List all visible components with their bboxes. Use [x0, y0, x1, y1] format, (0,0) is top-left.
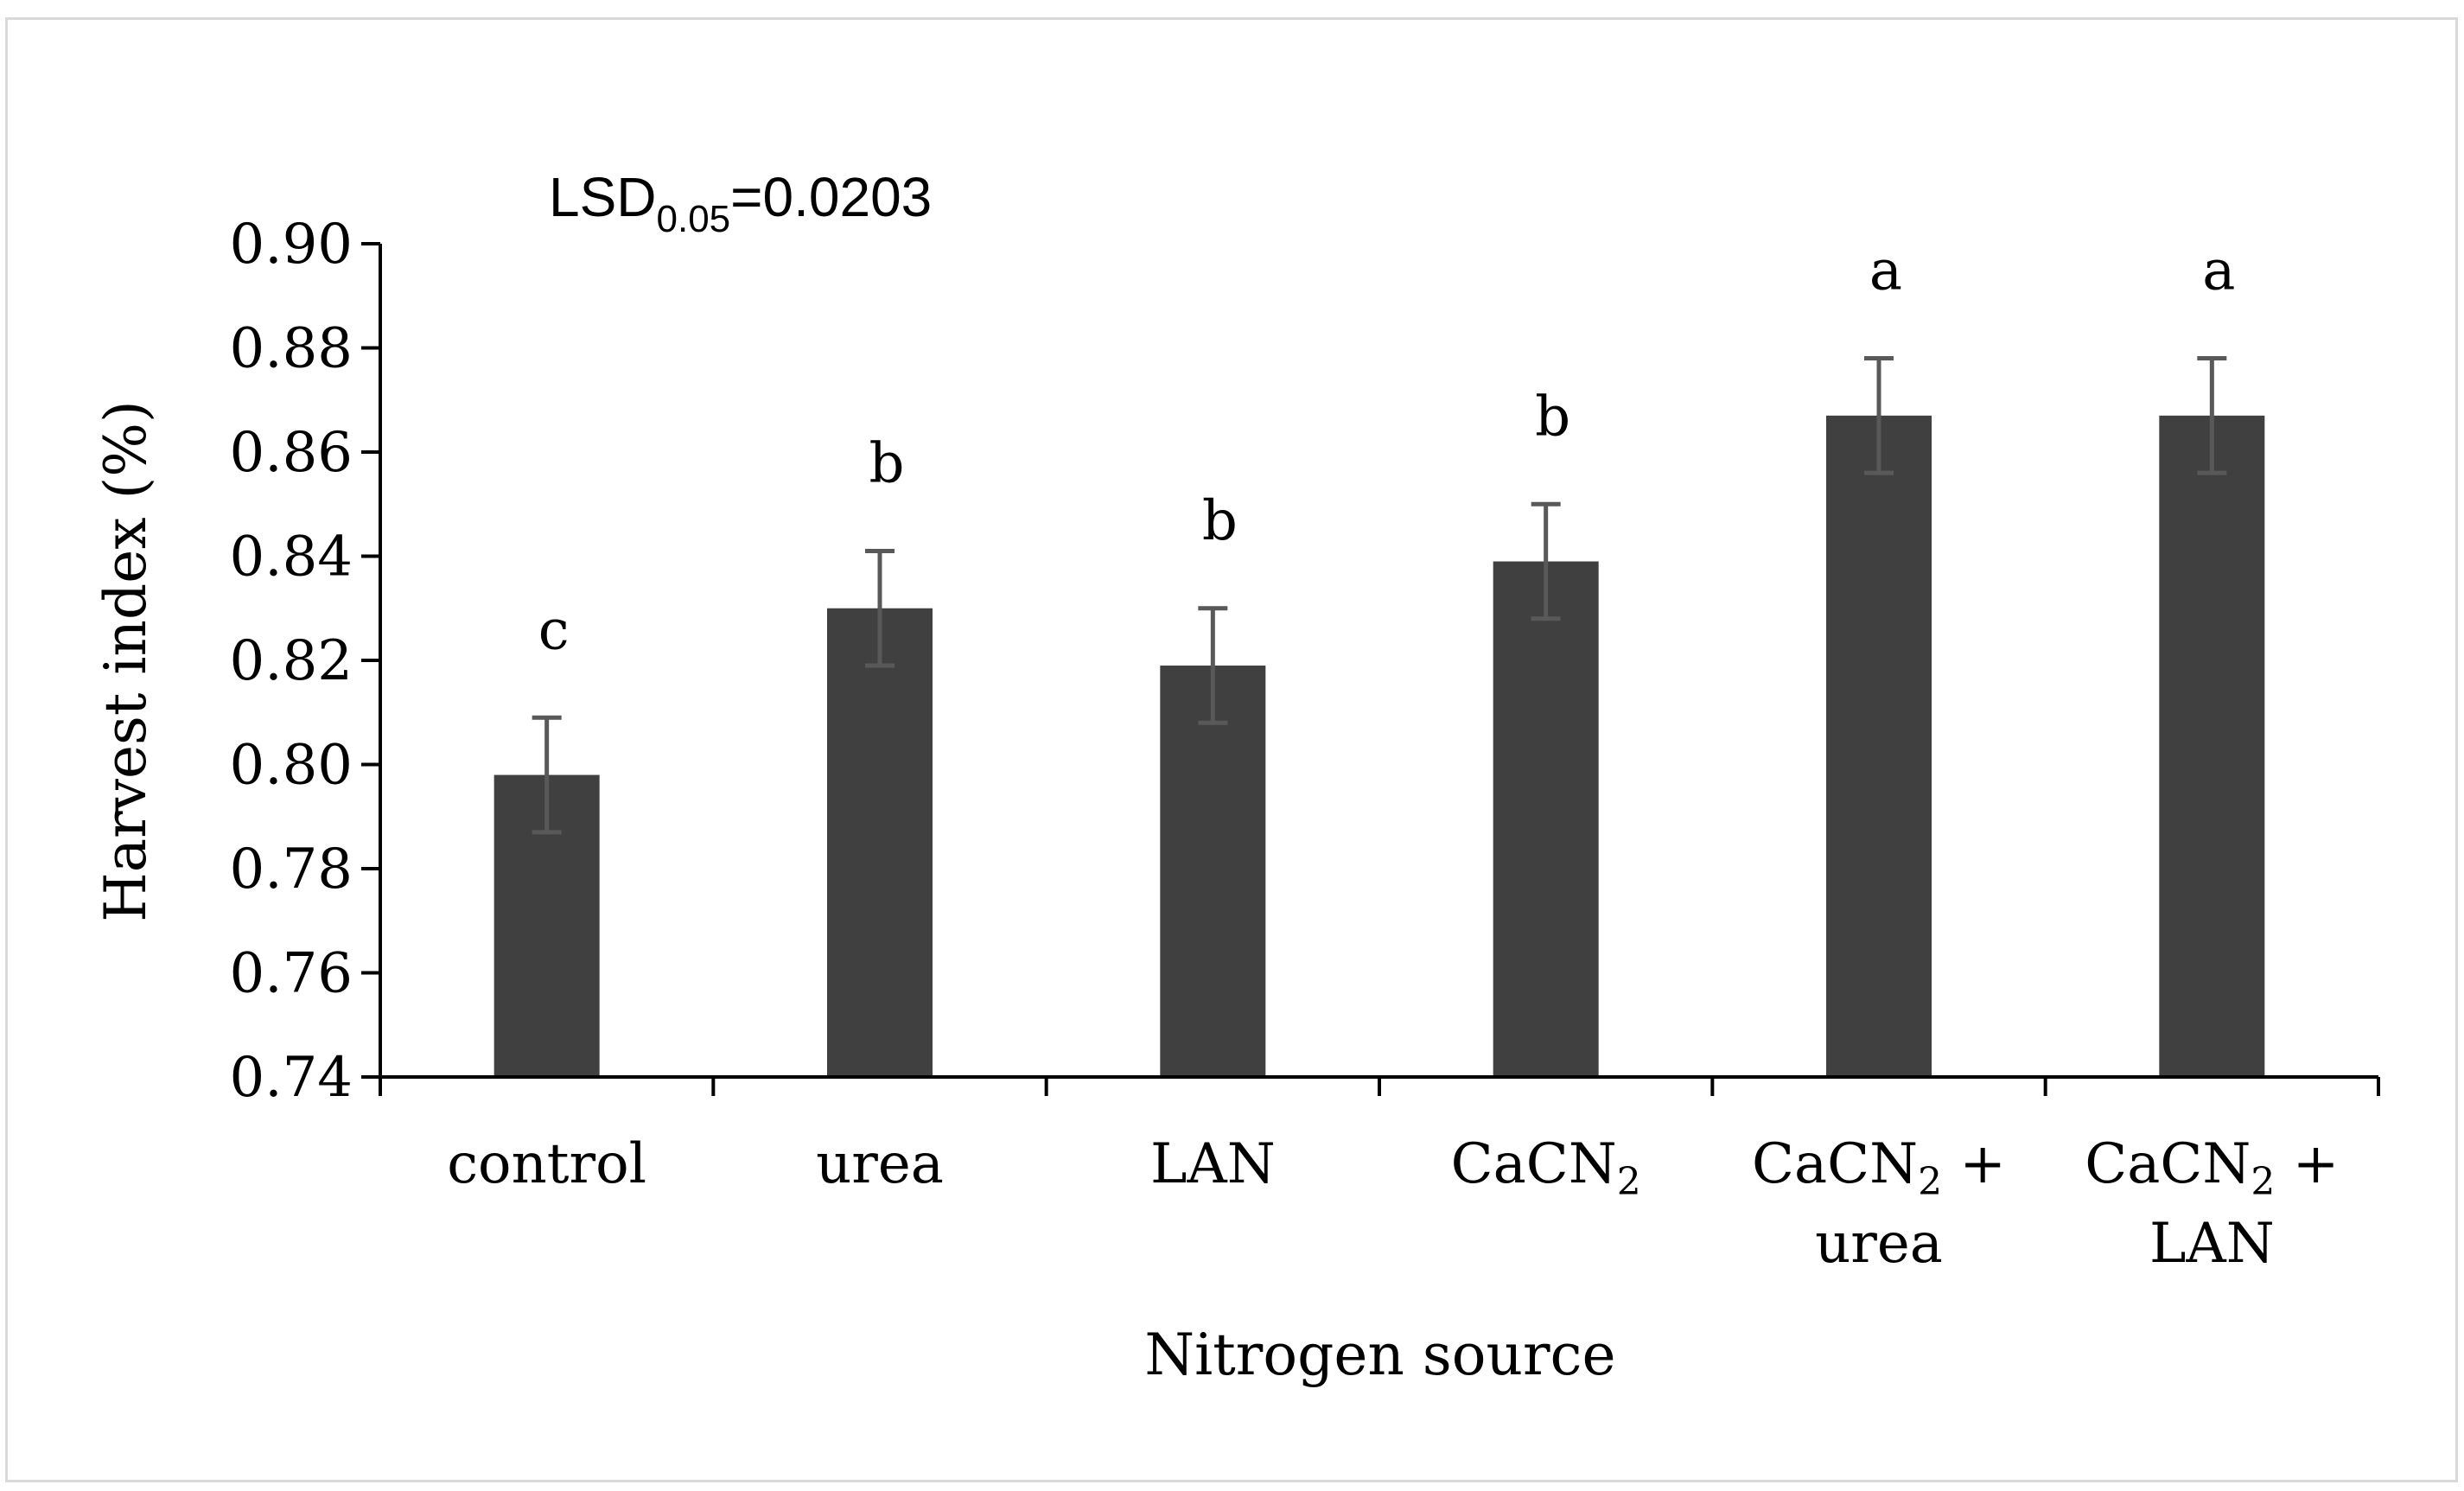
lsd-value: =0.0203	[730, 166, 932, 228]
bar	[1160, 666, 1266, 1077]
x-axis-ticks	[379, 1077, 2380, 1096]
x-tick-label: urea	[1815, 1212, 1943, 1276]
x-tick-label-text: CaCN	[1451, 1132, 1617, 1196]
x-tick-label-text: urea	[816, 1132, 944, 1196]
bars	[493, 415, 2265, 1077]
bar	[1493, 561, 1599, 1077]
x-tick-label: urea	[816, 1132, 944, 1196]
bar	[1826, 415, 1932, 1077]
lsd-subscript: 0.05	[657, 198, 731, 240]
lsd-main: LSD	[549, 166, 657, 228]
error-bars	[532, 356, 2227, 835]
x-tick-label: CaCN2	[1451, 1132, 1641, 1204]
y-tick-label: 0.76	[230, 942, 353, 1006]
x-tick-label-tail: +	[1942, 1132, 2006, 1196]
significance-letter: b	[1202, 489, 1238, 553]
x-tick-label-text: urea	[1815, 1212, 1943, 1276]
x-tick-label-text: CaCN	[1752, 1132, 1918, 1196]
significance-letter: b	[869, 431, 905, 495]
x-tick-label: LAN	[2149, 1212, 2275, 1276]
x-tick-label-subscript: 2	[1617, 1160, 1641, 1204]
bar	[827, 608, 933, 1077]
y-tick-label: 0.90	[230, 213, 353, 277]
x-tick-label: CaCN2 +	[2085, 1132, 2339, 1204]
x-tick-label-tail: +	[2275, 1132, 2339, 1196]
significance-letters: c b b b a a	[538, 239, 2236, 663]
x-tick-label-text: LAN	[1150, 1132, 1276, 1196]
y-tick-label: 0.80	[230, 734, 353, 798]
x-tick-label-subscript: 2	[2251, 1160, 2275, 1204]
lsd-annotation: LSD0.05=0.0203	[549, 166, 932, 240]
y-tick-label: 0.84	[230, 526, 353, 589]
y-tick-label: 0.86	[230, 421, 353, 485]
x-tick-label: LAN	[1150, 1132, 1276, 1196]
y-tick-label: 0.74	[230, 1046, 353, 1110]
x-tick-label-text: CaCN	[2085, 1132, 2251, 1196]
y-axis-ticks: 0.74 0.76 0.78 0.80 0.82 0.84 0.86 0.88 0.90	[230, 213, 380, 1110]
y-tick-label: 0.78	[230, 838, 353, 902]
x-tick-label-subscript: 2	[1918, 1160, 1942, 1204]
y-tick-label: 0.88	[230, 317, 353, 381]
bar	[2159, 415, 2265, 1077]
x-axis-title: Nitrogen source	[1144, 1322, 1615, 1388]
x-tick-label: CaCN2 +	[1752, 1132, 2006, 1204]
significance-letter: a	[2202, 239, 2235, 303]
y-axis-title: Harvest index (%)	[92, 400, 159, 922]
significance-letter: b	[1535, 385, 1570, 449]
x-tick-label: control	[447, 1132, 646, 1196]
x-tick-label-text: LAN	[2149, 1212, 2275, 1276]
y-tick-label: 0.82	[230, 629, 353, 693]
significance-letter: c	[538, 598, 570, 662]
significance-letter: a	[1869, 239, 1902, 303]
x-tick-label-text: control	[447, 1132, 646, 1196]
